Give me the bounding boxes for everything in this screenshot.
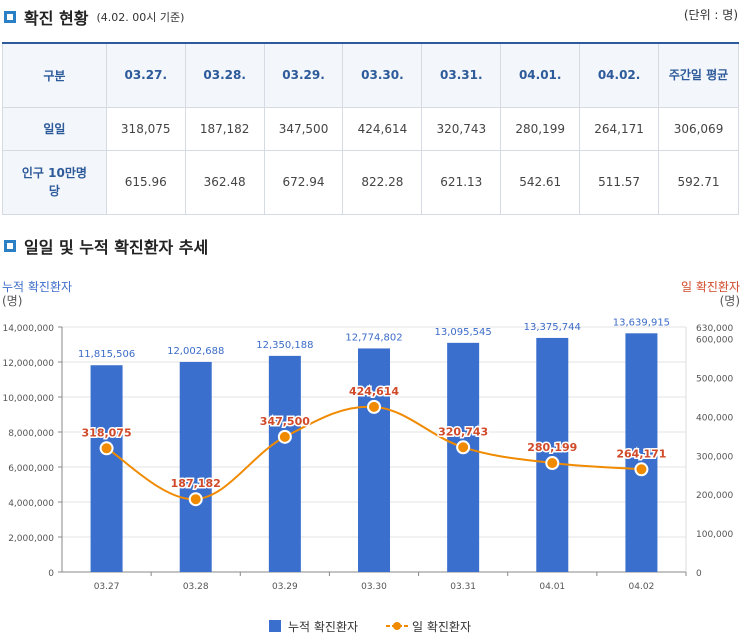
y-tick-left: 10,000,000 xyxy=(2,394,54,404)
column-header: 03.27. xyxy=(105,42,186,108)
bar-value-label: 12,002,688 xyxy=(167,346,224,357)
table-cell: 264,171 xyxy=(579,106,660,151)
row-header: 일일 xyxy=(2,106,107,151)
left-axis-label: 누적 확진환자 (명) xyxy=(2,280,73,308)
line-value-label: 187,182 xyxy=(171,477,221,490)
x-tick-label: 03.30 xyxy=(361,582,387,592)
x-tick-label: 04.01 xyxy=(539,582,565,592)
x-tick-label: 03.31 xyxy=(450,582,476,592)
column-header: 04.02. xyxy=(579,42,660,108)
y-tick-right: 400,000 xyxy=(696,413,733,423)
line-point xyxy=(456,440,471,455)
y-tick-left: 12,000,000 xyxy=(2,359,54,369)
x-tick-label: 03.27 xyxy=(94,582,120,592)
y-tick-left: 2,000,000 xyxy=(8,534,54,544)
legend-line-label: 일 확진환자 xyxy=(412,620,471,634)
right-axis-label: 일 확진환자 (명) xyxy=(680,280,740,308)
y-tick-left: 8,000,000 xyxy=(8,429,54,439)
line-point xyxy=(188,492,203,507)
table-cell: 318,075 xyxy=(105,106,186,151)
table-cell: 621.13 xyxy=(421,149,502,215)
bar xyxy=(625,333,658,572)
table-row: 인구 10만명당 615.96 362.48 672.94 822.28 621.13 54… xyxy=(2,149,739,215)
y-tick-left: 4,000,000 xyxy=(8,499,54,509)
section-header-status: 확진 현황 (4.02. 00시 기준) xyxy=(4,5,184,29)
bar xyxy=(179,361,212,572)
table-cell: 187,182 xyxy=(184,106,265,151)
legend-line-marker xyxy=(393,622,401,630)
table-cell: 542.61 xyxy=(500,149,581,215)
x-tick-label: 03.28 xyxy=(183,582,209,592)
square-bullet-icon xyxy=(4,11,16,23)
table-cell: 615.96 xyxy=(105,149,186,215)
row-header: 인구 10만명당 xyxy=(2,149,107,215)
y-tick-right: 630,000 xyxy=(696,324,733,334)
bar xyxy=(268,355,301,572)
table-cell: 592.71 xyxy=(658,149,739,215)
unit-label: (단위 : 명) xyxy=(683,8,738,22)
y-tick-left: 14,000,000 xyxy=(2,324,54,334)
section-subtitle: (4.02. 00시 기준) xyxy=(96,11,185,24)
bar-value-label: 12,774,802 xyxy=(345,332,402,343)
line-value-label: 424,614 xyxy=(349,385,399,398)
legend-bar-label: 누적 확진환자 xyxy=(288,620,358,634)
y-tick-right: 600,000 xyxy=(696,336,733,346)
bar-value-label: 13,375,744 xyxy=(524,322,581,333)
y-tick-left: 0 xyxy=(48,569,54,579)
line-point xyxy=(545,456,560,471)
line-value-label: 320,743 xyxy=(438,425,488,438)
column-header: 구분 xyxy=(2,42,107,108)
line-point xyxy=(277,429,292,444)
bar xyxy=(90,365,123,572)
y-tick-right: 0 xyxy=(696,569,702,579)
column-header: 03.28. xyxy=(184,42,265,108)
table-cell: 347,500 xyxy=(263,106,344,151)
bar-value-label: 13,639,915 xyxy=(613,317,670,328)
line-value-label: 318,075 xyxy=(82,426,132,439)
x-tick-label: 04.02 xyxy=(629,582,655,592)
column-header: 04.01. xyxy=(500,42,581,108)
y-tick-left: 6,000,000 xyxy=(8,464,54,474)
line-value-label: 347,500 xyxy=(260,415,310,428)
square-bullet-icon xyxy=(4,240,16,252)
table-body: 일일 318,075 187,182 347,500 424,614 320,743 280… xyxy=(2,106,739,215)
y-tick-right: 200,000 xyxy=(696,491,733,501)
bar xyxy=(536,337,569,572)
section-title: 확진 현황 xyxy=(24,9,89,28)
y-tick-right: 300,000 xyxy=(696,452,733,462)
bar-value-label: 11,815,506 xyxy=(78,349,135,360)
table-header-row: 구분 03.27. 03.28. 03.29. 03.30. 03.31. 04.01. 04… xyxy=(2,42,739,108)
line-point xyxy=(367,399,381,414)
bar-value-label: 12,350,188 xyxy=(256,340,313,351)
section-title-trend: 일일 및 누적 확진환자 추세 xyxy=(24,238,209,257)
column-header: 03.31. xyxy=(421,42,502,108)
section-header-trend: 일일 및 누적 확진환자 추세 xyxy=(4,234,208,258)
column-header: 03.30. xyxy=(342,42,423,108)
x-tick-label: 03.29 xyxy=(272,582,298,592)
status-table: 구분 03.27. 03.28. 03.29. 03.30. 03.31. 04.01. 04… xyxy=(2,42,739,215)
line-value-label: 264,171 xyxy=(616,447,666,460)
line-point xyxy=(99,441,114,456)
y-tick-right: 100,000 xyxy=(696,530,733,540)
line-value-label: 280,199 xyxy=(527,441,577,454)
table-cell: 424,614 xyxy=(342,106,423,151)
bar-value-label: 13,095,545 xyxy=(435,327,492,338)
line-point xyxy=(634,462,649,477)
legend-bar-swatch xyxy=(269,620,281,632)
y-tick-right: 500,000 xyxy=(696,375,733,385)
bar xyxy=(447,342,480,572)
bar xyxy=(358,348,390,572)
table-cell: 511.57 xyxy=(579,149,660,215)
table-cell: 306,069 xyxy=(658,106,739,151)
